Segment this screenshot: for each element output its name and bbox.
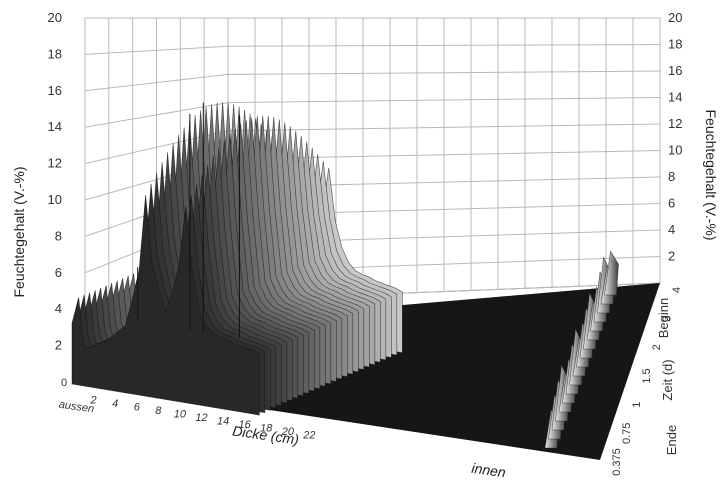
depth-axis-label: Beginn xyxy=(656,298,671,338)
x-tick-label: 14 xyxy=(217,416,229,428)
y-tick-label-right: 2 xyxy=(668,249,675,264)
x-tick-label: 18 xyxy=(260,423,273,435)
depth-tick-label: 3 xyxy=(661,316,673,322)
depth-axis-label: Ende xyxy=(664,425,679,455)
depth-tick-label: 4 xyxy=(671,287,683,293)
depth-tick-label: 0.75 xyxy=(621,423,633,444)
x-tick-label: 12 xyxy=(195,412,207,424)
moisture-surface xyxy=(71,102,403,416)
y-tick-label-left: 16 xyxy=(48,83,62,98)
y-tick-label-left: 6 xyxy=(55,265,62,280)
y-tick-label-right: 16 xyxy=(668,63,682,78)
surface-slice xyxy=(71,194,260,416)
x-axis-ticks: 2 4 6 8 10 12 14 16 18 20 22 xyxy=(90,395,316,442)
x-tick-label: 20 xyxy=(281,426,295,438)
depth-axis-ticks: 0.375 0.75 1 1.5 2 3 4 Ende Zeit (d) Beginn xyxy=(611,287,683,476)
x-tick-label: 2 xyxy=(90,395,97,407)
y-tick-label-left: 20 xyxy=(48,10,62,25)
y-tick-label-left: 10 xyxy=(48,192,62,207)
y-axis-label-left: Feuchtegehalt (V.-%) xyxy=(11,167,27,298)
y-tick-label-left: 2 xyxy=(55,338,62,353)
depth-tick-label: 1.5 xyxy=(641,368,653,383)
y-tick-label-right: 20 xyxy=(668,10,682,25)
y-tick-label-left: 18 xyxy=(48,46,62,61)
depth-tick-label: 2 xyxy=(651,344,663,350)
y-tick-label-left: 12 xyxy=(48,156,62,171)
x-origin-tick: 0 xyxy=(61,377,67,389)
depth-axis-label: Zeit (d) xyxy=(660,359,675,400)
x-tick-label: 4 xyxy=(112,398,118,410)
y-tick-label-right: 14 xyxy=(668,90,682,105)
y-tick-label-right: 18 xyxy=(668,37,682,52)
y-tick-label-right: 4 xyxy=(668,222,675,237)
y-tick-label-left: 14 xyxy=(48,119,62,134)
x-right-end-label: innen xyxy=(471,460,507,481)
y-tick-label-right: 6 xyxy=(668,196,675,211)
depth-tick-label: 0.375 xyxy=(611,448,623,476)
depth-tick-label: 1 xyxy=(631,402,643,408)
right-edge-surface xyxy=(544,250,619,449)
y-tick-label-right: 12 xyxy=(668,116,682,131)
y-axis-label-right: Feuchtegehalt (V.-%) xyxy=(703,110,719,241)
left-y-axis-ticks: 2 4 6 8 10 12 14 16 18 20 xyxy=(48,10,62,353)
x-left-end-label: aussen xyxy=(58,399,95,416)
x-tick-label: 8 xyxy=(155,405,162,417)
right-surface-slice xyxy=(604,250,619,296)
x-tick-label: 10 xyxy=(174,409,187,421)
x-tick-label: 6 xyxy=(134,402,141,414)
y-tick-label-left: 8 xyxy=(55,228,62,243)
y-tick-label-right: 10 xyxy=(668,143,682,158)
x-tick-label: 22 xyxy=(302,430,315,442)
y-tick-label-right: 8 xyxy=(668,169,675,184)
right-y-axis-ticks: 2 4 6 8 10 12 14 16 18 20 xyxy=(668,10,682,264)
x-tick-label: 16 xyxy=(239,419,252,431)
y-tick-label-left: 4 xyxy=(55,301,62,316)
